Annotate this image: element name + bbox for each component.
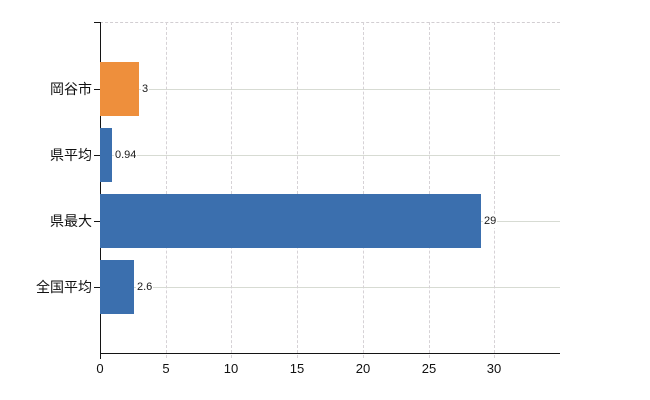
category-label: 岡谷市 (50, 81, 92, 97)
x-axis-tick-label: 30 (486, 361, 502, 376)
x-axis-line (100, 353, 560, 354)
category-label: 県最大 (50, 213, 92, 229)
x-axis-tick-label: 15 (289, 361, 305, 376)
x-axis-tick-label: 20 (355, 361, 371, 376)
bar-value-label: 3 (141, 82, 150, 96)
vertical-gridline (297, 22, 298, 358)
vertical-gridline (166, 22, 167, 358)
x-axis-tick-label: 10 (223, 361, 239, 376)
vertical-gridline (363, 22, 364, 358)
vertical-gridline (231, 22, 232, 358)
category-label: 全国平均 (36, 279, 92, 295)
category-gridline (100, 89, 560, 90)
bar (100, 62, 139, 116)
x-axis-tick-label: 0 (96, 361, 104, 376)
plot-area: 3 0.94 29 2.6 (100, 22, 560, 358)
bar-value-label: 2.6 (136, 280, 154, 294)
bar-value-label: 0.94 (114, 148, 138, 162)
bar (100, 260, 134, 314)
bar (100, 128, 112, 182)
x-axis-tick-label: 25 (421, 361, 437, 376)
bar (100, 194, 481, 248)
bar-value-label: 29 (483, 214, 498, 228)
x-axis-tick-label: 5 (162, 361, 170, 376)
category-gridline (100, 155, 560, 156)
category-label: 県平均 (50, 147, 92, 163)
vertical-gridline (494, 22, 495, 358)
vertical-gridline (429, 22, 430, 358)
plot-top-border (100, 22, 560, 23)
category-gridline (100, 287, 560, 288)
